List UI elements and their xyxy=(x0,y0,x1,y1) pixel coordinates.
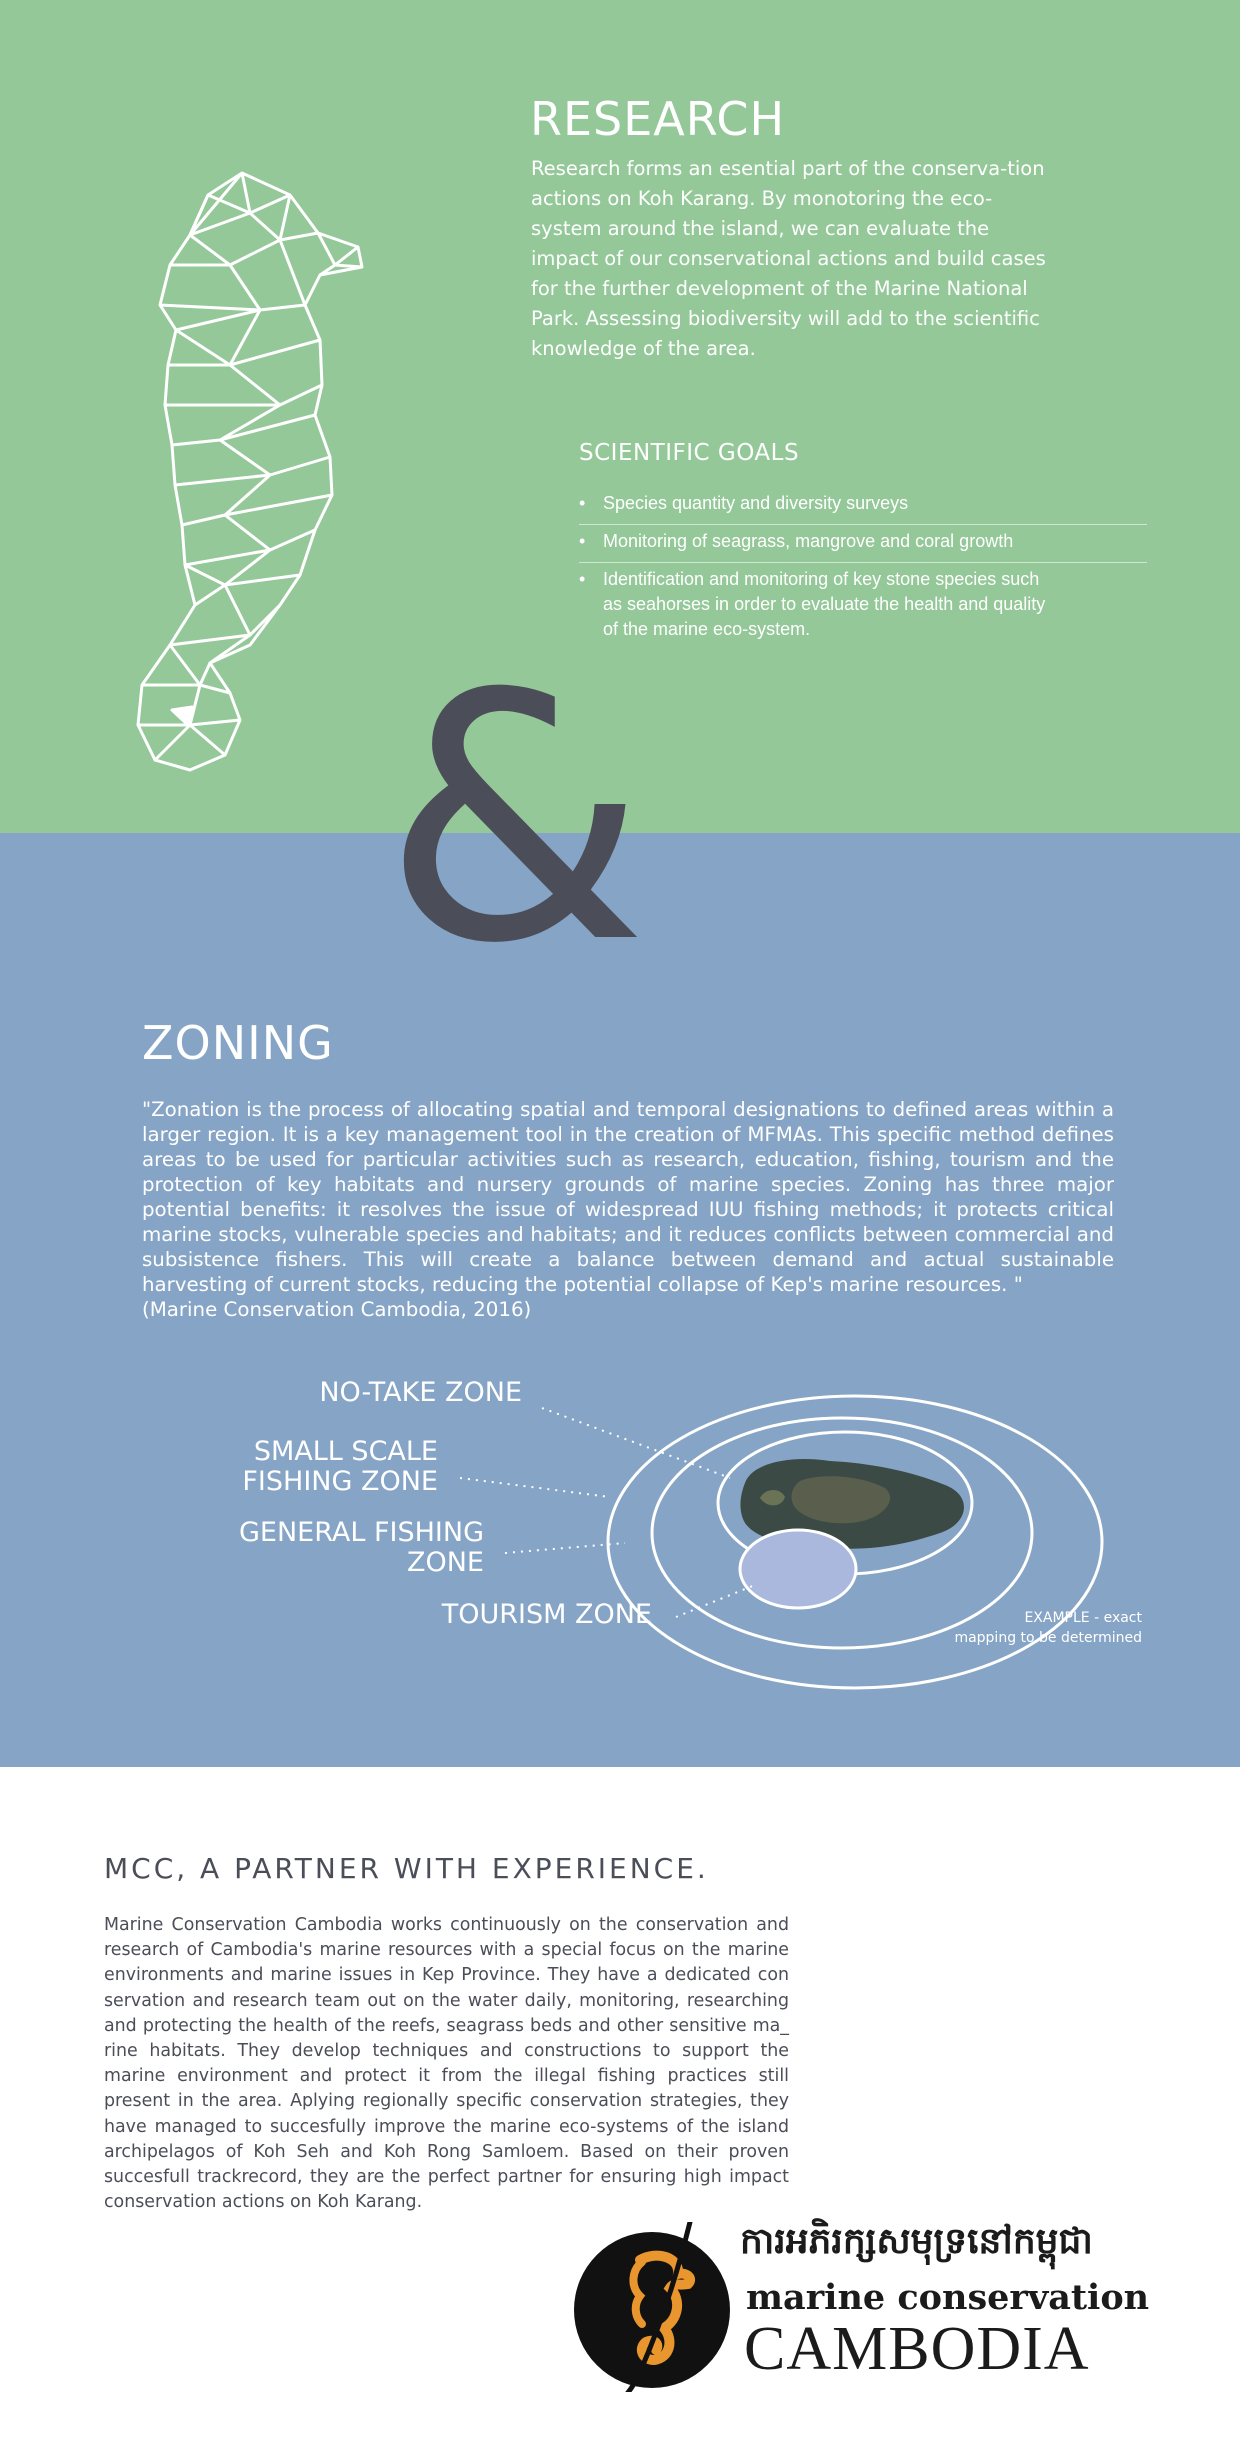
zoning-example-note: EXAMPLE - exact mapping to be determined xyxy=(880,1608,1142,1648)
general-fishing-zone-label: GENERAL FISHING ZONE xyxy=(238,1517,484,1578)
goal-item-text: Species quantity and diversity surveys xyxy=(603,493,909,513)
small-scale-fishing-zone-label: SMALL SCALE FISHING ZONE xyxy=(242,1436,438,1497)
scientific-goals-title: SCIENTIFIC GOALS xyxy=(579,440,800,466)
goal-item: Species quantity and diversity surveys xyxy=(579,487,1147,525)
logo-khmer-text: ការអភិរក្សសមុទ្រនៅកម្ពុជា xyxy=(740,2221,1093,2262)
goal-item: Monitoring of seagrass, mangrove and cor… xyxy=(579,525,1147,563)
scientific-goals-list: Species quantity and diversity surveys M… xyxy=(579,487,1147,650)
zoning-quote: "Zonation is the process of allocating s… xyxy=(142,1098,1114,1296)
zoning-citation: (Marine Conservation Cambodia, 2016) xyxy=(142,1298,532,1321)
goal-item-text: Monitoring of seagrass, mangrove and cor… xyxy=(603,531,1014,551)
logo-marine-conservation-text: marine conservation xyxy=(746,2277,1150,2318)
goal-item: Identification and monitoring of key sto… xyxy=(579,563,1147,650)
seahorse-icon xyxy=(136,171,364,772)
research-title: RESEARCH xyxy=(530,92,786,146)
mcc-description: Marine Conservation Cambodia works conti… xyxy=(104,1915,789,2213)
mcc-logo: ការអភិរក្សសមុទ្រនៅកម្ពុជា marine conserv… xyxy=(560,2202,1149,2402)
zoning-diagram xyxy=(459,1394,1104,1690)
outer-zone-ring xyxy=(606,1394,1104,1690)
research-description: Research forms an esential part of the c… xyxy=(531,157,1046,360)
tourism-zone-area xyxy=(738,1528,858,1610)
island-icon xyxy=(740,1459,964,1549)
zoning-note-line: EXAMPLE - exact xyxy=(1024,1610,1142,1626)
zoning-title: ZONING xyxy=(142,1016,334,1070)
mcc-section: MCC, A PARTNER WITH EXPERIENCE. Marine C… xyxy=(0,1767,1240,2462)
logo-cambodia-text: CAMBODIA xyxy=(744,2315,1090,2383)
mcc-title: MCC, A PARTNER WITH EXPERIENCE. xyxy=(104,1852,709,1885)
seahorse-logo-icon xyxy=(574,2222,730,2392)
ampersand-divider: & xyxy=(382,622,648,1018)
no-take-zone-label: NO-TAKE ZONE xyxy=(319,1377,522,1408)
research-section: RESEARCH Research forms an esential part… xyxy=(0,0,1240,833)
middle-zone-ring xyxy=(650,1416,1034,1650)
goal-item-text: Identification and monitoring of key sto… xyxy=(603,569,1046,639)
tourism-zone-label: TOURISM ZONE xyxy=(441,1599,652,1630)
zoning-section: ZONING "Zonation is the process of alloc… xyxy=(0,833,1240,1767)
zoning-note-line: mapping to be determined xyxy=(954,1630,1142,1646)
